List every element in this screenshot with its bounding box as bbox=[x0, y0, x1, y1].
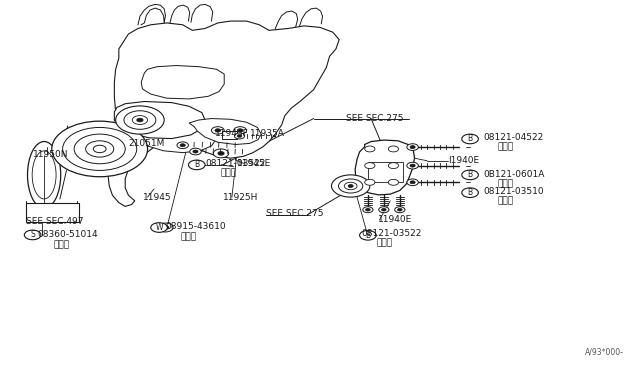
Text: 11935A: 11935A bbox=[250, 129, 285, 138]
Circle shape bbox=[132, 116, 148, 125]
Circle shape bbox=[348, 185, 353, 187]
Text: S: S bbox=[30, 230, 35, 240]
Circle shape bbox=[162, 225, 169, 230]
Circle shape bbox=[180, 144, 186, 147]
Circle shape bbox=[365, 179, 375, 185]
Text: （１）: （１） bbox=[497, 142, 514, 151]
Text: SEE SEC.275: SEE SEC.275 bbox=[266, 209, 323, 218]
Circle shape bbox=[365, 208, 370, 211]
Text: 08915-43610: 08915-43610 bbox=[166, 222, 226, 231]
Text: 0B121-0601A: 0B121-0601A bbox=[483, 170, 545, 179]
Circle shape bbox=[213, 149, 228, 158]
Text: W: W bbox=[156, 223, 163, 232]
Circle shape bbox=[211, 127, 224, 134]
Text: （３）: （３） bbox=[220, 169, 237, 177]
Circle shape bbox=[137, 118, 143, 122]
Circle shape bbox=[86, 141, 114, 157]
Circle shape bbox=[363, 207, 373, 213]
Text: 08121-03522: 08121-03522 bbox=[205, 159, 266, 168]
Text: （２）: （２） bbox=[497, 197, 514, 206]
Circle shape bbox=[462, 188, 478, 198]
Circle shape bbox=[388, 146, 399, 152]
Circle shape bbox=[237, 129, 243, 132]
Circle shape bbox=[407, 144, 419, 150]
Text: 11950N: 11950N bbox=[33, 150, 68, 159]
Circle shape bbox=[407, 162, 419, 169]
Circle shape bbox=[365, 163, 375, 169]
Circle shape bbox=[381, 208, 386, 211]
Circle shape bbox=[379, 207, 389, 213]
Circle shape bbox=[63, 128, 137, 170]
Circle shape bbox=[189, 148, 201, 155]
Circle shape bbox=[124, 111, 156, 129]
Circle shape bbox=[177, 142, 188, 148]
Text: B: B bbox=[467, 170, 472, 179]
Text: 11940E: 11940E bbox=[378, 215, 412, 224]
Text: A/93*000-: A/93*000- bbox=[584, 347, 623, 356]
Circle shape bbox=[52, 121, 148, 177]
Text: （２）: （２） bbox=[53, 240, 69, 249]
Text: B: B bbox=[365, 231, 371, 240]
Circle shape bbox=[410, 164, 415, 167]
Text: 11945E: 11945E bbox=[237, 159, 271, 168]
Text: 08121-04522: 08121-04522 bbox=[483, 133, 544, 142]
Circle shape bbox=[151, 223, 168, 232]
Circle shape bbox=[462, 170, 478, 180]
Text: 08121-03510: 08121-03510 bbox=[483, 187, 544, 196]
Circle shape bbox=[365, 146, 375, 152]
Text: 08121-03522: 08121-03522 bbox=[362, 229, 422, 238]
Circle shape bbox=[388, 163, 399, 169]
Circle shape bbox=[462, 134, 478, 144]
Circle shape bbox=[344, 182, 357, 190]
Circle shape bbox=[339, 179, 363, 193]
Circle shape bbox=[332, 175, 370, 197]
Text: B: B bbox=[467, 188, 472, 197]
Bar bbox=[221, 131, 237, 138]
Circle shape bbox=[29, 233, 36, 237]
Circle shape bbox=[193, 150, 198, 153]
Polygon shape bbox=[108, 21, 339, 206]
Text: B: B bbox=[194, 160, 199, 169]
Text: B: B bbox=[467, 134, 472, 144]
Polygon shape bbox=[355, 140, 415, 195]
Circle shape bbox=[410, 145, 415, 148]
Text: 11945F: 11945F bbox=[214, 129, 248, 138]
Circle shape bbox=[397, 208, 402, 211]
Circle shape bbox=[215, 129, 221, 132]
Circle shape bbox=[25, 231, 40, 239]
Polygon shape bbox=[189, 119, 261, 144]
Text: （３）: （３） bbox=[377, 238, 393, 247]
Circle shape bbox=[188, 160, 205, 170]
Text: 11925H: 11925H bbox=[223, 193, 259, 202]
Circle shape bbox=[218, 151, 224, 155]
Text: 21051M: 21051M bbox=[129, 139, 164, 148]
Circle shape bbox=[234, 133, 244, 139]
Polygon shape bbox=[141, 65, 224, 99]
Bar bbox=[368, 162, 403, 182]
Text: （２）: （２） bbox=[497, 179, 514, 188]
Circle shape bbox=[234, 127, 246, 134]
Circle shape bbox=[24, 230, 41, 240]
Text: 11945: 11945 bbox=[143, 193, 171, 202]
Circle shape bbox=[237, 135, 242, 137]
Circle shape bbox=[93, 145, 106, 153]
Polygon shape bbox=[135, 116, 216, 153]
Circle shape bbox=[74, 134, 125, 164]
Circle shape bbox=[395, 207, 405, 213]
Circle shape bbox=[360, 231, 376, 240]
Circle shape bbox=[388, 179, 399, 185]
Text: 08360-51014: 08360-51014 bbox=[38, 230, 99, 239]
Polygon shape bbox=[115, 102, 205, 138]
Circle shape bbox=[407, 179, 419, 186]
Circle shape bbox=[116, 106, 164, 134]
Text: I1940E: I1940E bbox=[448, 155, 479, 164]
Circle shape bbox=[410, 181, 415, 184]
Circle shape bbox=[158, 223, 173, 232]
Text: （１）: （１） bbox=[180, 232, 197, 242]
Text: SEE SEC.275: SEE SEC.275 bbox=[346, 114, 403, 123]
Text: SEE SEC.497: SEE SEC.497 bbox=[26, 217, 84, 226]
Bar bbox=[26, 203, 79, 222]
